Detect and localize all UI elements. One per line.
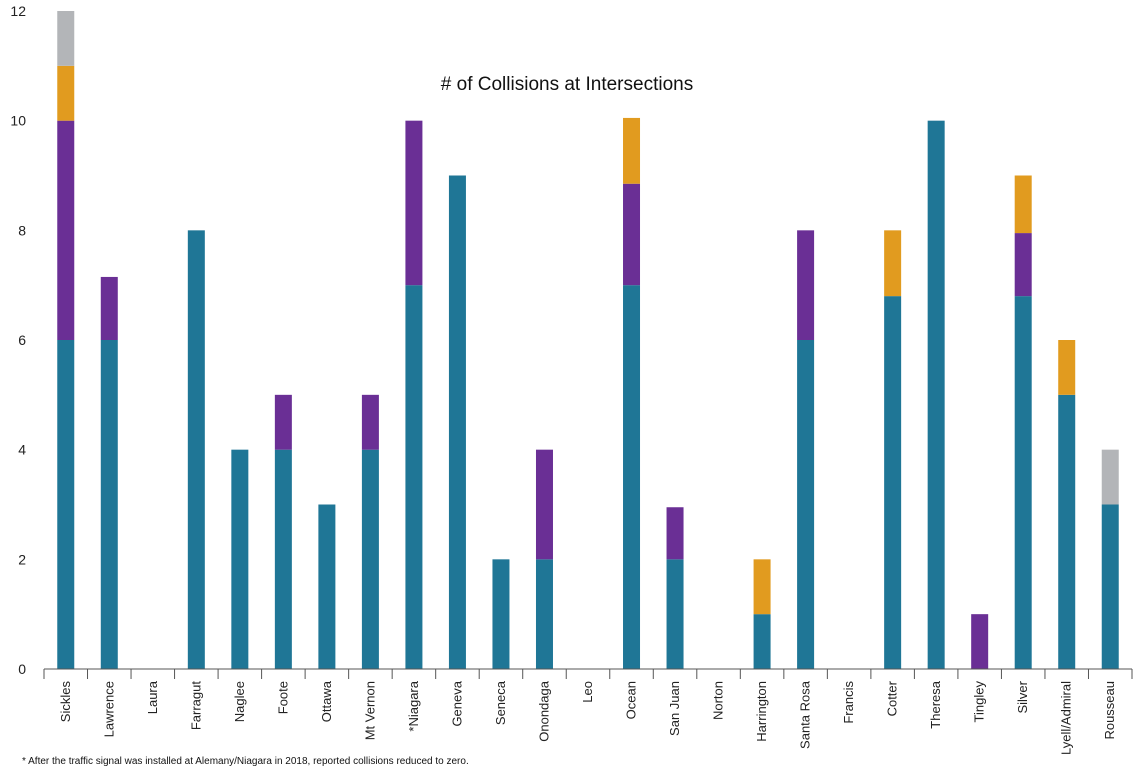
x-axis bbox=[43, 668, 1133, 679]
bar-segment-4 bbox=[57, 11, 75, 66]
x-axis-labels: Sickles Lawrence Laura Farragut Naglee Foote O… bbox=[58, 680, 1117, 755]
x-tick-label: Francis bbox=[841, 681, 856, 724]
bar-segment-1 bbox=[231, 449, 249, 669]
x-tick-label: Cotter bbox=[885, 680, 900, 716]
x-tick-label: Silver bbox=[1015, 680, 1030, 713]
x-tick-label: Norton bbox=[711, 681, 726, 720]
bar-segment-2 bbox=[666, 507, 684, 560]
bar-segment-1 bbox=[535, 559, 553, 669]
bar-segment-1 bbox=[927, 120, 945, 669]
bar-segment-1 bbox=[492, 559, 510, 669]
bar-segment-1 bbox=[666, 559, 684, 669]
bar-segment-1 bbox=[1058, 394, 1076, 669]
x-tick-label: Lawrence bbox=[101, 681, 116, 737]
bar-segment-1 bbox=[100, 340, 118, 669]
x-tick-label: Laura bbox=[145, 680, 160, 714]
x-tick-label: Geneva bbox=[449, 680, 464, 726]
bar-segment-1 bbox=[274, 449, 292, 669]
y-tick-label: 8 bbox=[18, 222, 26, 238]
bar-segment-1 bbox=[797, 340, 815, 669]
bar-segment-2 bbox=[971, 614, 989, 669]
bar-segment-3 bbox=[1058, 340, 1076, 395]
x-tick-label: Naglee bbox=[232, 681, 247, 722]
bar-segment-2 bbox=[535, 449, 553, 560]
footnote: * After the traffic signal was installed… bbox=[22, 756, 469, 767]
bar-segment-2 bbox=[405, 120, 423, 286]
bar-segment-1 bbox=[448, 175, 466, 669]
y-tick-label: 4 bbox=[18, 442, 26, 458]
bar-segment-3 bbox=[623, 117, 641, 184]
x-tick-label: Sickles bbox=[58, 681, 73, 723]
x-tick-label: Mt Vernon bbox=[362, 681, 377, 740]
bar-segment-1 bbox=[57, 340, 75, 669]
bar-segment-4 bbox=[1101, 449, 1119, 505]
bar-segment-1 bbox=[318, 504, 336, 669]
bar-segment-1 bbox=[884, 296, 902, 669]
bar-segment-3 bbox=[753, 559, 771, 615]
x-tick-label: Harrington bbox=[754, 681, 769, 742]
x-tick-label: Seneca bbox=[493, 680, 508, 725]
bar-segment-2 bbox=[57, 120, 75, 341]
bar-segment-2 bbox=[1014, 233, 1032, 297]
bar-segment-3 bbox=[1014, 175, 1032, 234]
y-tick-label: 0 bbox=[18, 661, 26, 677]
bar-segment-2 bbox=[361, 394, 379, 450]
bar-segment-1 bbox=[405, 285, 423, 669]
x-tick-label: Leo bbox=[580, 681, 595, 703]
y-tick-label: 10 bbox=[10, 113, 26, 129]
y-tick-label: 2 bbox=[18, 551, 26, 567]
x-tick-label: Ottawa bbox=[319, 680, 334, 722]
x-tick-label: Rousseau bbox=[1102, 681, 1117, 740]
bar-segment-1 bbox=[753, 614, 771, 669]
x-tick-label: Tingley bbox=[972, 681, 987, 723]
x-tick-label: Ocean bbox=[624, 681, 639, 719]
y-axis: 0 2 4 6 8 10 12 bbox=[10, 3, 26, 677]
bar-segment-2 bbox=[274, 394, 292, 450]
x-tick-label: Santa Rosa bbox=[798, 680, 813, 749]
x-tick-label: Onondaga bbox=[536, 680, 551, 741]
bar-segment-1 bbox=[1101, 504, 1119, 669]
bar-segment-1 bbox=[361, 449, 379, 669]
x-tick-label: Farragut bbox=[188, 681, 203, 731]
bar-segment-2 bbox=[623, 183, 641, 286]
x-tick-label: San Juan bbox=[667, 681, 682, 736]
bar-segment-2 bbox=[797, 230, 815, 340]
bar-segment-3 bbox=[884, 230, 902, 297]
x-tick-label: Lyell/Admiral bbox=[1059, 681, 1074, 755]
bar-segment-3 bbox=[57, 65, 75, 121]
x-tick-label: Theresa bbox=[928, 680, 943, 728]
bar-segment-2 bbox=[100, 276, 118, 340]
x-tick-label: *Niagara bbox=[406, 680, 421, 731]
y-tick-label: 12 bbox=[10, 3, 26, 19]
x-tick-label: Foote bbox=[275, 681, 290, 714]
chart-title: # of Collisions at Intersections bbox=[441, 74, 693, 95]
bar-segment-1 bbox=[623, 285, 641, 669]
bar-segment-1 bbox=[1014, 296, 1032, 669]
y-tick-label: 6 bbox=[18, 332, 26, 348]
bar-segment-1 bbox=[187, 230, 205, 670]
bars bbox=[57, 11, 1119, 670]
